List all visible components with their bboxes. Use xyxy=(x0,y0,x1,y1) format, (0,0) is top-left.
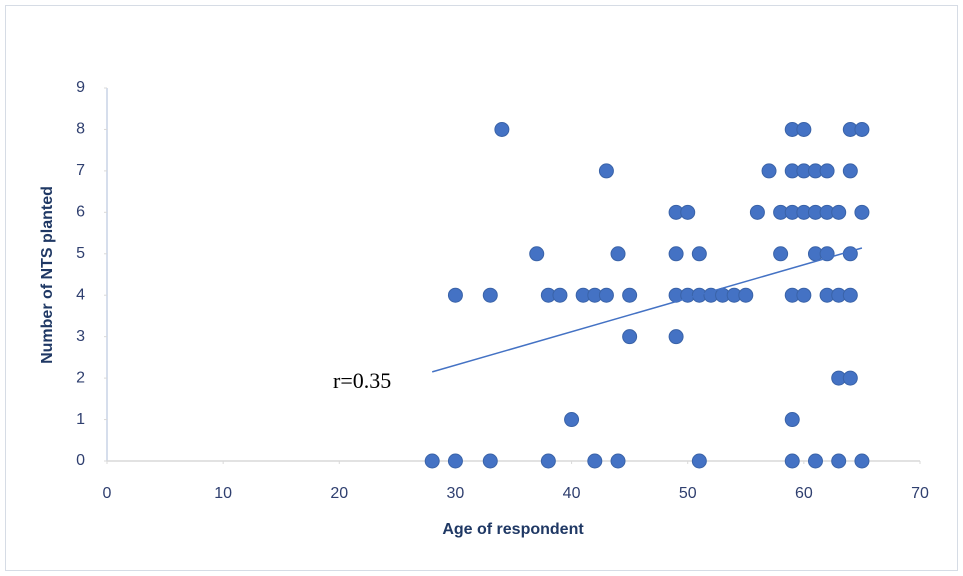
point xyxy=(691,246,707,262)
y-axis-title: Number of NTS planted xyxy=(39,186,56,364)
point xyxy=(680,204,696,220)
point xyxy=(842,370,858,386)
point xyxy=(831,453,847,469)
point xyxy=(819,163,835,179)
y-tick-label: 1 xyxy=(76,411,85,428)
point xyxy=(622,329,638,345)
x-axis-title: Age of respondent xyxy=(442,521,584,538)
point xyxy=(668,329,684,345)
point xyxy=(424,453,440,469)
y-tick-label: 9 xyxy=(76,79,85,96)
point xyxy=(842,287,858,303)
point xyxy=(482,453,498,469)
point xyxy=(854,204,870,220)
point xyxy=(598,287,614,303)
point xyxy=(796,121,812,137)
point xyxy=(494,121,510,137)
point xyxy=(540,453,556,469)
trendline xyxy=(431,247,863,373)
point xyxy=(622,287,638,303)
x-tick-label: 10 xyxy=(214,485,232,502)
point xyxy=(598,163,614,179)
y-tick-label: 4 xyxy=(76,286,85,303)
y-tick-label: 2 xyxy=(76,369,85,386)
point xyxy=(564,412,580,428)
point xyxy=(738,287,754,303)
x-tick-label: 50 xyxy=(679,485,697,502)
point xyxy=(854,453,870,469)
chart-border xyxy=(5,5,958,571)
point xyxy=(529,246,545,262)
y-tick-label: 5 xyxy=(76,245,85,262)
point xyxy=(854,121,870,137)
point xyxy=(587,453,603,469)
point xyxy=(796,287,812,303)
point xyxy=(831,204,847,220)
point xyxy=(773,246,789,262)
x-tick-label: 30 xyxy=(447,485,465,502)
point xyxy=(447,287,463,303)
y-tick-label: 6 xyxy=(76,204,85,221)
point xyxy=(482,287,498,303)
x-tick-label: 70 xyxy=(911,485,929,502)
annotation: r=0.35 xyxy=(333,368,391,393)
y-tick-label: 8 xyxy=(76,121,85,138)
point xyxy=(842,163,858,179)
point xyxy=(807,453,823,469)
point xyxy=(842,246,858,262)
x-tick-label: 40 xyxy=(563,485,581,502)
y-tick-label: 0 xyxy=(76,452,85,469)
point xyxy=(749,204,765,220)
y-tick-label: 7 xyxy=(76,162,85,179)
point xyxy=(610,246,626,262)
point xyxy=(668,246,684,262)
point xyxy=(784,453,800,469)
point xyxy=(784,412,800,428)
point xyxy=(610,453,626,469)
x-tick-label: 20 xyxy=(330,485,348,502)
point xyxy=(761,163,777,179)
point xyxy=(691,453,707,469)
y-tick-label: 3 xyxy=(76,328,85,345)
x-tick-label: 0 xyxy=(103,485,112,502)
x-tick-label: 60 xyxy=(795,485,813,502)
point xyxy=(447,453,463,469)
point xyxy=(552,287,568,303)
